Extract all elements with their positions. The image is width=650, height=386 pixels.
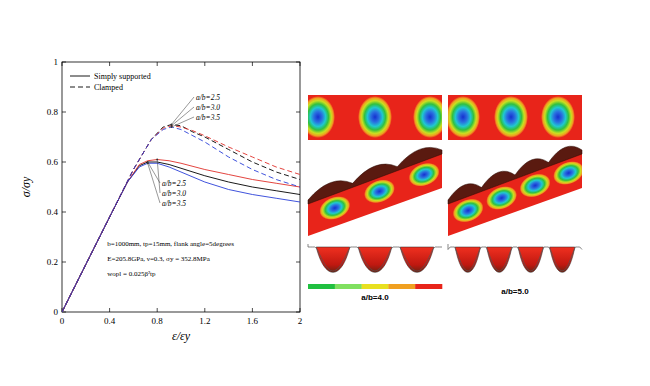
legend-label: Clamped [94,83,123,92]
series-line [62,125,300,313]
label-leader [171,107,194,126]
y-tick [62,162,66,163]
parameter-annotation: E=205.8GPa, ν=0.3, σy = 352.8MPa [107,255,210,263]
x-tick-top [157,62,158,66]
x-tick-top [300,62,301,66]
section-line [308,244,442,271]
y-tick [62,112,66,113]
trough [316,247,350,272]
contour-blob [541,96,575,138]
y-tick [62,62,66,63]
legend-line [70,76,90,77]
x-tick-top [252,62,253,66]
series-label: a/b=2.5 [196,93,220,102]
y-tick-label: 0.2 [47,257,58,267]
plot-frame [62,62,300,312]
trough [518,247,543,272]
series-label: a/b=3.0 [162,189,186,198]
series-label: a/b=3.0 [196,103,220,112]
trough [358,247,392,272]
oblique-ground [308,145,442,240]
oblique-view [448,145,588,240]
series-line [62,162,300,312]
panel-label: a/b=4.0 [361,293,389,302]
contour-blob [448,96,480,138]
oblique-ground [448,145,582,240]
leader-tip [156,159,158,161]
x-tick [109,308,110,312]
contour-blob [308,96,335,138]
y-tick-right [296,62,300,63]
colour-bar [415,284,442,289]
series-label: a/b=3.5 [162,199,186,208]
colour-bar [362,284,389,289]
plan-view [448,95,582,140]
contour-blob [494,96,528,138]
colour-bar [388,284,415,289]
contour-blob [413,96,442,138]
label-leader [157,160,160,194]
x-tick [204,308,205,312]
leader-tip [147,162,149,164]
plan-view [308,95,442,140]
section-line [448,244,582,271]
trough [455,247,480,272]
figure: 0 0.4 0.8 1.2 1.6 2 0 0.2 0.4 0.6 0.8 1 ε/εy σ/σy a/b=… [0,0,650,386]
y-tick-label: 0.6 [47,157,59,167]
ridge [308,147,442,204]
y-tick-right [296,262,300,263]
parameter-annotation: b=1000mm, tp=15mm, flank angle=5degrees [107,240,234,248]
y-tick-right [296,212,300,213]
colour-bar [335,284,362,289]
parameter-annotation: wopl = 0.025β²tp [107,270,156,278]
x-tick-label: 0.4 [104,316,116,326]
x-tick-label: 1.6 [247,316,259,326]
series-line [62,127,300,312]
colour-bar [308,284,335,289]
oblique-view [308,145,443,240]
x-tick [252,308,253,312]
trough [400,247,434,272]
y-axis-title: σ/σy [19,176,33,197]
label-leader [148,163,160,203]
series-line [62,163,300,312]
y-tick-right [296,112,300,113]
x-tick [300,308,301,312]
x-tick-label: 0 [60,316,65,326]
x-tick-top [109,62,110,66]
trough [487,247,512,272]
legend-line [70,87,90,88]
series-label: a/b=3.5 [196,113,220,122]
series-label: a/b=2.5 [162,179,186,188]
figure-root: 0 0.4 0.8 1.2 1.6 2 0 0.2 0.4 0.6 0.8 1 ε/εy σ/σy a/b=… [0,0,650,386]
y-tick-label: 0 [54,307,59,317]
legend-label: Simply supported [94,72,151,81]
y-tick-label: 0.8 [47,107,59,117]
label-leader [171,117,194,127]
x-tick-label: 1.2 [199,316,210,326]
x-axis-title: ε/εy [172,329,191,343]
y-tick [62,262,66,263]
x-tick-label: 0.8 [152,316,164,326]
series-line [62,160,300,313]
y-tick [62,212,66,213]
y-tick-label: 1 [54,57,59,67]
x-tick [157,308,158,312]
y-tick-label: 0.4 [47,207,59,217]
series-group [62,125,300,313]
label-leader [171,97,194,125]
trough [550,247,575,272]
panel-label: a/b=5.0 [501,287,529,296]
x-tick-top [204,62,205,66]
contour-blob [358,96,392,138]
y-tick-right [296,162,300,163]
x-tick-label: 2 [298,316,303,326]
ridge [448,146,582,204]
series-line [62,126,300,312]
y-tick-right [296,312,300,313]
x-tick-top [62,62,63,66]
leader-tip [171,126,173,128]
